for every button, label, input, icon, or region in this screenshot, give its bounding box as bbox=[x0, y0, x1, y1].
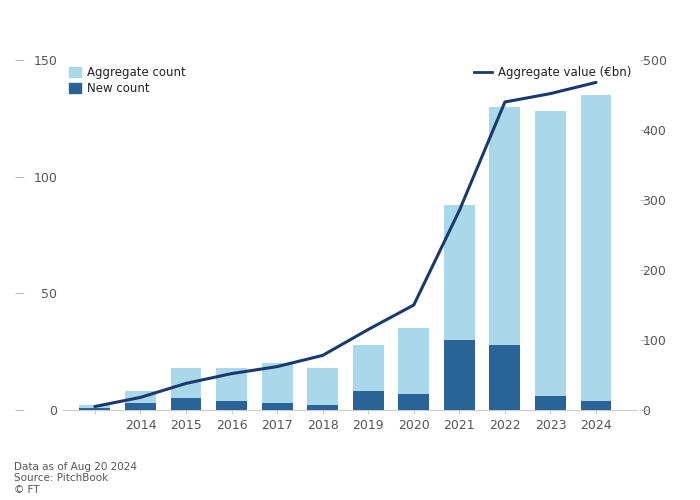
Legend: Aggregate value (€bn): Aggregate value (€bn) bbox=[474, 66, 631, 79]
Text: Data as of Aug 20 2024
Source: PitchBook
© FT: Data as of Aug 20 2024 Source: PitchBook… bbox=[14, 462, 137, 495]
Bar bbox=[353, 344, 384, 410]
Bar bbox=[171, 398, 202, 410]
Text: —: — bbox=[640, 55, 650, 65]
Text: —: — bbox=[15, 172, 24, 181]
Bar bbox=[79, 406, 111, 410]
Text: —: — bbox=[640, 335, 650, 345]
Bar bbox=[444, 204, 475, 410]
Text: —: — bbox=[640, 405, 650, 415]
Bar bbox=[444, 340, 475, 410]
Bar bbox=[580, 95, 612, 410]
Bar bbox=[353, 392, 384, 410]
Bar bbox=[262, 403, 293, 410]
Bar bbox=[216, 400, 247, 410]
Bar bbox=[125, 403, 156, 410]
Bar bbox=[216, 368, 247, 410]
Bar bbox=[398, 394, 429, 410]
Bar bbox=[489, 344, 520, 410]
Bar bbox=[580, 400, 612, 410]
Bar bbox=[535, 112, 566, 410]
Text: —: — bbox=[15, 288, 24, 298]
Bar bbox=[307, 368, 338, 410]
Text: —: — bbox=[640, 195, 650, 205]
Text: —: — bbox=[15, 405, 24, 415]
Bar bbox=[398, 328, 429, 410]
Bar bbox=[535, 396, 566, 410]
Bar bbox=[262, 364, 293, 410]
Bar bbox=[489, 106, 520, 410]
Bar bbox=[307, 406, 338, 410]
Text: —: — bbox=[15, 55, 24, 65]
Text: —: — bbox=[640, 125, 650, 135]
Bar bbox=[171, 368, 202, 410]
Bar bbox=[125, 392, 156, 410]
Bar bbox=[79, 408, 111, 410]
Text: —: — bbox=[640, 265, 650, 275]
